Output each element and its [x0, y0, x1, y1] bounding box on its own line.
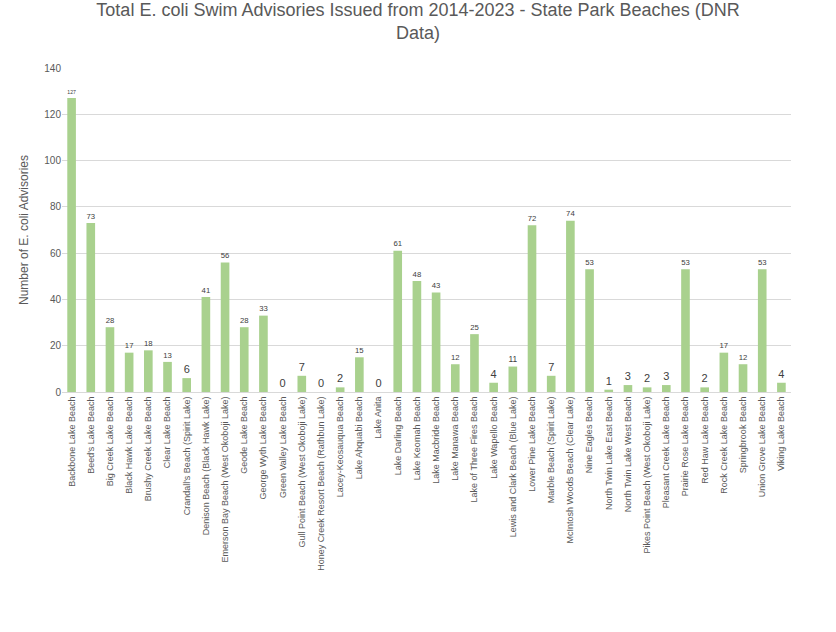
- svg-text:Clear Lake Beach: Clear Lake Beach: [162, 397, 172, 469]
- svg-text:73: 73: [86, 212, 95, 221]
- svg-text:2: 2: [337, 372, 343, 384]
- svg-text:11: 11: [509, 354, 518, 364]
- svg-text:7: 7: [548, 361, 554, 373]
- svg-text:Lake Manawa Beach: Lake Manawa Beach: [450, 397, 460, 481]
- svg-text:Springbrook Beach: Springbrook Beach: [738, 397, 748, 474]
- svg-text:4: 4: [491, 368, 497, 380]
- svg-text:20: 20: [50, 340, 62, 351]
- svg-text:Lewis and Clark Beach (Blue La: Lewis and Clark Beach (Blue Lake): [508, 397, 518, 538]
- svg-text:Lake Darling Beach: Lake Darling Beach: [393, 397, 403, 476]
- svg-text:Lake Anita: Lake Anita: [373, 397, 383, 439]
- svg-text:Lake Ahquabi Beach: Lake Ahquabi Beach: [354, 397, 364, 480]
- svg-text:Lake Wapello Beach: Lake Wapello Beach: [489, 397, 499, 479]
- svg-text:40: 40: [50, 294, 62, 305]
- svg-text:Nine Eagles Beach: Nine Eagles Beach: [584, 397, 594, 474]
- svg-text:Honey Creek Resort Beach (Rath: Honey Creek Resort Beach (Rathbun Lake): [316, 397, 326, 571]
- svg-text:Viking Lake Beach: Viking Lake Beach: [776, 397, 786, 471]
- svg-text:Total E. coli Swim Advisories: Total E. coli Swim Advisories Issued fro…: [96, 0, 739, 43]
- svg-text:Rock Creek Lake Beach: Rock Creek Lake Beach: [719, 397, 729, 494]
- svg-text:Prairie Rose Lake Beach: Prairie Rose Lake Beach: [680, 397, 690, 497]
- svg-text:61: 61: [393, 239, 402, 248]
- svg-text:North Twin Lake East Beach: North Twin Lake East Beach: [604, 397, 614, 510]
- svg-text:43: 43: [432, 281, 441, 290]
- svg-text:Pleasant Creek Lake Beach: Pleasant Creek Lake Beach: [661, 397, 671, 509]
- svg-text:15: 15: [355, 346, 364, 355]
- svg-text:56: 56: [221, 251, 230, 260]
- svg-text:Beed's Lake Beach: Beed's Lake Beach: [86, 397, 96, 474]
- svg-text:17: 17: [720, 341, 729, 350]
- svg-text:Union Grove Lake Beach: Union Grove Lake Beach: [757, 397, 767, 498]
- svg-text:George Wyth Lake Beach: George Wyth Lake Beach: [258, 397, 268, 500]
- svg-text:Lake of Three Fires Beach: Lake of Three Fires Beach: [469, 397, 479, 503]
- svg-text:28: 28: [106, 316, 115, 325]
- svg-text:53: 53: [681, 258, 690, 267]
- svg-text:74: 74: [566, 209, 575, 218]
- svg-text:Geode Lake Beach: Geode Lake Beach: [239, 397, 249, 474]
- svg-text:48: 48: [413, 270, 422, 279]
- svg-text:53: 53: [758, 258, 767, 267]
- svg-text:0: 0: [280, 377, 286, 389]
- svg-text:Marble Beach (Spirit Lake): Marble Beach (Spirit Lake): [546, 397, 556, 504]
- svg-text:25: 25: [470, 323, 479, 332]
- svg-text:0: 0: [375, 377, 381, 389]
- svg-text:17: 17: [125, 341, 134, 350]
- svg-text:Gull Point Beach (West Okoboji: Gull Point Beach (West Okoboji Lake): [297, 397, 307, 548]
- svg-text:0: 0: [55, 387, 61, 398]
- svg-text:Number of E. coli Advisories: Number of E. coli Advisories: [17, 155, 31, 305]
- svg-text:Lake Macbride Beach: Lake Macbride Beach: [431, 397, 441, 484]
- svg-text:Red Haw Lake Beach: Red Haw Lake Beach: [700, 397, 710, 484]
- svg-text:Black Hawk Lake Beach: Black Hawk Lake Beach: [124, 397, 134, 494]
- svg-text:18: 18: [144, 339, 153, 348]
- svg-text:100: 100: [44, 155, 61, 166]
- svg-text:1: 1: [606, 375, 612, 387]
- svg-text:McIntosh Woods Beach (Clear La: McIntosh Woods Beach (Clear Lake): [565, 397, 575, 544]
- svg-text:120: 120: [44, 109, 61, 120]
- svg-text:Denison Beach (Black Hawk Lake: Denison Beach (Black Hawk Lake): [201, 397, 211, 536]
- svg-text:Pikes Point Beach (West Okoboj: Pikes Point Beach (West Okoboji Lake): [642, 397, 652, 554]
- svg-text:North Twin Lake West Beach: North Twin Lake West Beach: [623, 397, 633, 513]
- svg-text:13: 13: [163, 351, 172, 360]
- svg-text:2: 2: [644, 372, 650, 384]
- svg-text:Backbone Lake Beach: Backbone Lake Beach: [67, 397, 77, 487]
- svg-text:Green Valley Lake Beach: Green Valley Lake Beach: [278, 397, 288, 498]
- svg-text:80: 80: [50, 201, 62, 212]
- svg-text:Lower Pine Lake Beach: Lower Pine Lake Beach: [527, 397, 537, 492]
- svg-text:3: 3: [625, 370, 631, 382]
- svg-text:Brushy Creek Lake Beach: Brushy Creek Lake Beach: [143, 397, 153, 502]
- svg-text:28: 28: [240, 316, 249, 325]
- svg-text:Emerson Bay Beach (West Okoboj: Emerson Bay Beach (West Okoboji Lake): [220, 397, 230, 563]
- svg-text:Crandall's Beach (Spirit Lake): Crandall's Beach (Spirit Lake): [182, 397, 192, 516]
- svg-text:60: 60: [50, 248, 62, 259]
- svg-text:7: 7: [299, 361, 305, 373]
- svg-text:Lacey-Keosauqua Beach: Lacey-Keosauqua Beach: [335, 397, 345, 498]
- svg-text:2: 2: [702, 372, 708, 384]
- svg-text:127: 127: [67, 89, 76, 95]
- svg-text:Lake Keomah Beach: Lake Keomah Beach: [412, 397, 422, 481]
- svg-text:4: 4: [778, 368, 784, 380]
- svg-text:3: 3: [663, 370, 669, 382]
- svg-text:12: 12: [739, 353, 748, 362]
- svg-text:140: 140: [44, 63, 61, 74]
- svg-text:33: 33: [259, 304, 268, 313]
- svg-text:41: 41: [202, 286, 211, 295]
- svg-text:12: 12: [451, 353, 460, 362]
- svg-text:6: 6: [184, 363, 190, 375]
- svg-text:Big Creek Lake Beach: Big Creek Lake Beach: [105, 397, 115, 487]
- svg-text:0: 0: [318, 377, 324, 389]
- svg-text:72: 72: [528, 214, 537, 223]
- svg-text:53: 53: [585, 258, 594, 267]
